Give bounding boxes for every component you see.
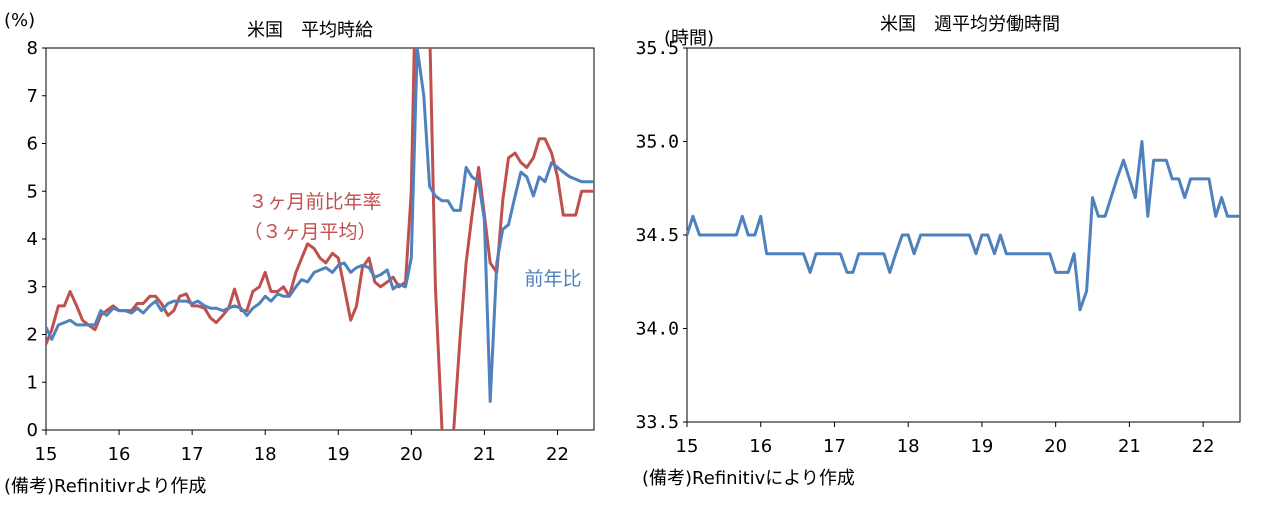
x-tick-label: 18 bbox=[897, 436, 920, 457]
y-tick-label: 8 bbox=[27, 38, 38, 59]
y-tick-label: 5 bbox=[27, 181, 38, 202]
wage-chart: 米国 平均時給 (%) 0 1 2 3 4 5 6 7 8 15 16 17 18 19 20 21 22 ３… bbox=[4, 10, 595, 497]
series-line-yoy bbox=[46, 48, 594, 403]
annotation-yoy: 前年比 bbox=[524, 268, 581, 290]
x-tick-label: 16 bbox=[749, 436, 772, 457]
wage-x-axis-ticks: 15 16 17 18 19 20 21 22 bbox=[35, 430, 569, 465]
x-tick-label: 18 bbox=[254, 444, 277, 465]
hours-chart: 米国 週平均労働時間 (時間) 33.534.034.535.035.5 15 1… bbox=[636, 14, 1241, 489]
x-tick-label: 17 bbox=[823, 436, 846, 457]
y-tick-label: 0 bbox=[27, 420, 38, 441]
wage-source-note: (備考)Refinitivrより作成 bbox=[4, 476, 206, 497]
y-tick-label: 35.5 bbox=[636, 38, 679, 59]
x-tick-label: 20 bbox=[400, 444, 423, 465]
x-tick-label: 19 bbox=[970, 436, 993, 457]
x-tick-label: 21 bbox=[473, 444, 496, 465]
series-line-weekly-hours bbox=[685, 140, 1240, 312]
x-tick-label: 16 bbox=[108, 444, 131, 465]
x-tick-label: 15 bbox=[676, 436, 699, 457]
wage-y-axis-ticks: 0 1 2 3 4 5 6 7 8 bbox=[27, 38, 46, 441]
hours-x-axis-ticks: 15 16 17 18 19 20 21 22 bbox=[676, 422, 1215, 457]
annotation-3m-annualized: ３ヶ月前比年率 bbox=[248, 191, 381, 213]
x-tick-label: 17 bbox=[181, 444, 204, 465]
y-tick-label: 4 bbox=[27, 229, 38, 250]
y-tick-label: 35.0 bbox=[636, 132, 679, 153]
x-tick-label: 20 bbox=[1044, 436, 1067, 457]
x-tick-label: 21 bbox=[1118, 436, 1141, 457]
x-tick-label: 22 bbox=[1192, 436, 1215, 457]
wage-chart-title: 米国 平均時給 bbox=[247, 20, 373, 41]
hours-source-note: (備考)Refinitivにより作成 bbox=[642, 468, 855, 489]
y-tick-label: 34.0 bbox=[636, 319, 679, 340]
y-tick-label: 33.5 bbox=[636, 412, 679, 433]
y-tick-label: 1 bbox=[27, 372, 38, 393]
y-tick-label: 7 bbox=[27, 86, 38, 107]
y-tick-label: 34.5 bbox=[636, 225, 679, 246]
y-tick-label: 6 bbox=[27, 134, 38, 155]
series-line-3m-annualized bbox=[46, 48, 594, 430]
y-tick-label: 2 bbox=[27, 325, 38, 346]
x-tick-label: 19 bbox=[327, 444, 350, 465]
hours-chart-title: 米国 週平均労働時間 bbox=[880, 14, 1060, 35]
x-tick-label: 15 bbox=[35, 444, 58, 465]
hours-unit-label: (時間) bbox=[664, 28, 714, 49]
annotation-3m-average: （３ヶ月平均） bbox=[243, 221, 376, 243]
y-tick-label: 3 bbox=[27, 277, 38, 298]
hours-y-axis-ticks: 33.5 34.0 34.5 35.0 35.5 bbox=[636, 38, 687, 433]
wage-unit-label: (%) bbox=[4, 10, 35, 31]
x-tick-label: 22 bbox=[546, 444, 569, 465]
